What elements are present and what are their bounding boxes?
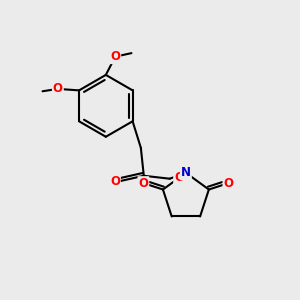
- Text: O: O: [53, 82, 63, 95]
- Text: O: O: [138, 177, 148, 190]
- Text: N: N: [181, 166, 191, 179]
- Text: O: O: [224, 177, 233, 190]
- Text: O: O: [110, 175, 120, 188]
- Text: O: O: [174, 171, 184, 184]
- Text: O: O: [110, 50, 120, 63]
